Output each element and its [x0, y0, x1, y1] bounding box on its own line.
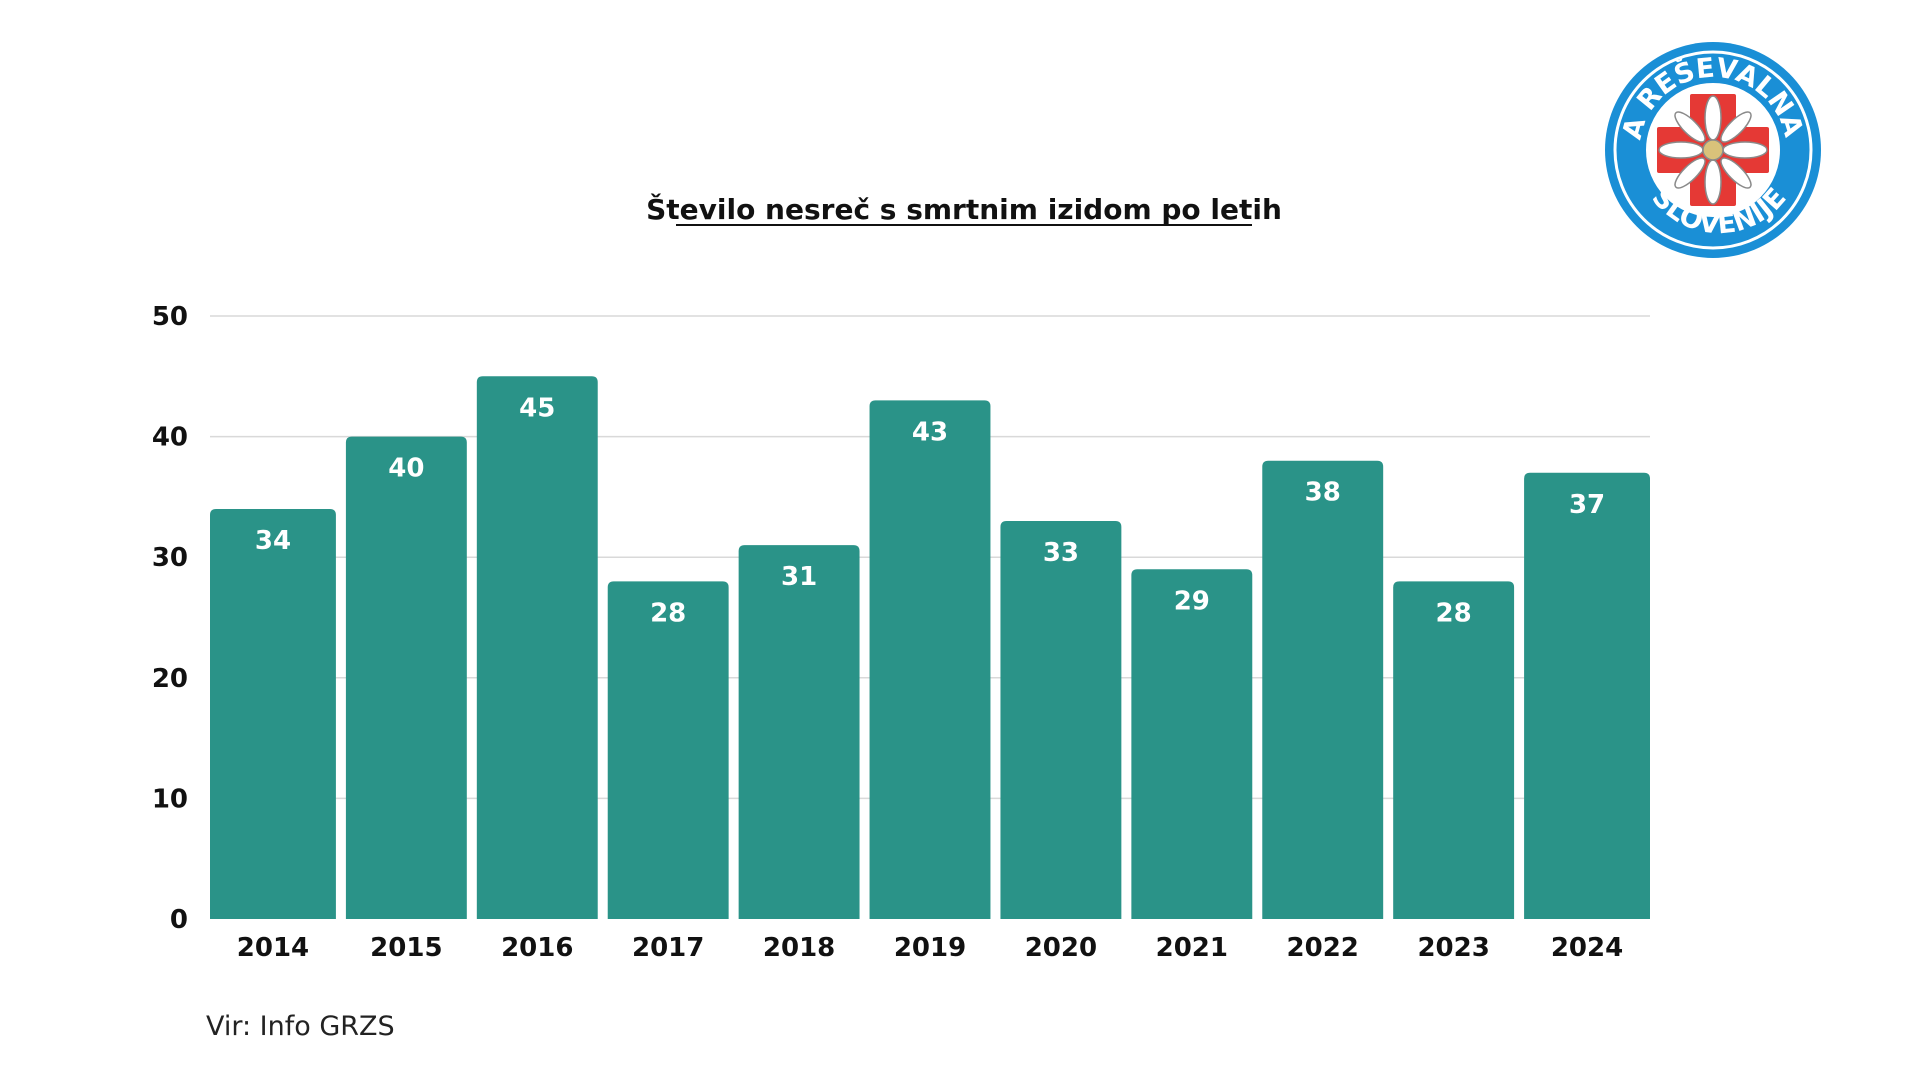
bar-2021: [1131, 569, 1253, 919]
x-tick-label: 2014: [237, 933, 309, 963]
bar-value-label: 45: [519, 393, 555, 423]
chart-title-underline: [676, 224, 1252, 226]
x-tick-label: 2022: [1287, 933, 1359, 963]
y-tick-label: 0: [170, 905, 188, 935]
bar-value-label: 28: [1436, 598, 1472, 628]
x-tick-label: 2015: [370, 933, 442, 963]
bar-2024: [1524, 472, 1650, 919]
bar-value-label: 37: [1569, 490, 1605, 520]
source-note: Vir: Info GRZS: [206, 1011, 395, 1042]
bar-2017: [607, 581, 729, 919]
bar-value-label: 28: [650, 598, 686, 628]
bars: [210, 376, 1650, 919]
bar-2018: [738, 545, 860, 919]
y-tick-label: 40: [152, 423, 188, 453]
bar-2022: [1262, 460, 1384, 919]
logo-text-top: GORSKA REŠEVALNA ZVEZA: [0, 0, 1810, 149]
bar-value-label: 38: [1305, 478, 1341, 508]
bar-2020: [1000, 521, 1122, 919]
x-tick-label: 2017: [632, 933, 704, 963]
bar-value-label: 40: [388, 454, 424, 484]
bar-labels: 34 40 45 28 31 43 33 29 38 28 37: [255, 393, 1605, 628]
x-tick-label: 2021: [1156, 933, 1228, 963]
logo-ring-inner-border: [1613, 50, 1813, 250]
y-tick-label: 30: [152, 543, 188, 573]
x-tick-label: 2020: [1025, 933, 1097, 963]
bar-value-label: 34: [255, 526, 291, 556]
bar-value-label: 33: [1043, 538, 1079, 568]
chart-title: Število nesreč s smrtnim izidom po letih: [646, 192, 1282, 226]
y-tick-label: 10: [152, 784, 188, 814]
y-tick-label: 20: [152, 664, 188, 694]
x-tick-label: 2019: [894, 933, 966, 963]
bar-2015: [345, 436, 467, 919]
x-tick-label: 2018: [763, 933, 835, 963]
edelweiss-icon: [1658, 95, 1768, 205]
bar-value-label: 31: [781, 562, 817, 592]
bar-2023: [1393, 581, 1515, 919]
x-tick-label: 2016: [501, 933, 573, 963]
y-tick-label: 50: [152, 302, 188, 332]
x-axis: 2014 2015 2016 2017 2018 2019 2020 2021 2022 2023…: [237, 933, 1623, 963]
bar-2014: [210, 508, 336, 919]
x-tick-label: 2023: [1417, 933, 1489, 963]
bar-value-label: 29: [1174, 586, 1210, 616]
bar-2019: [869, 400, 991, 919]
bar-value-label: 43: [912, 417, 948, 447]
x-tick-label: 2024: [1551, 933, 1623, 963]
bar-2016: [476, 376, 598, 919]
